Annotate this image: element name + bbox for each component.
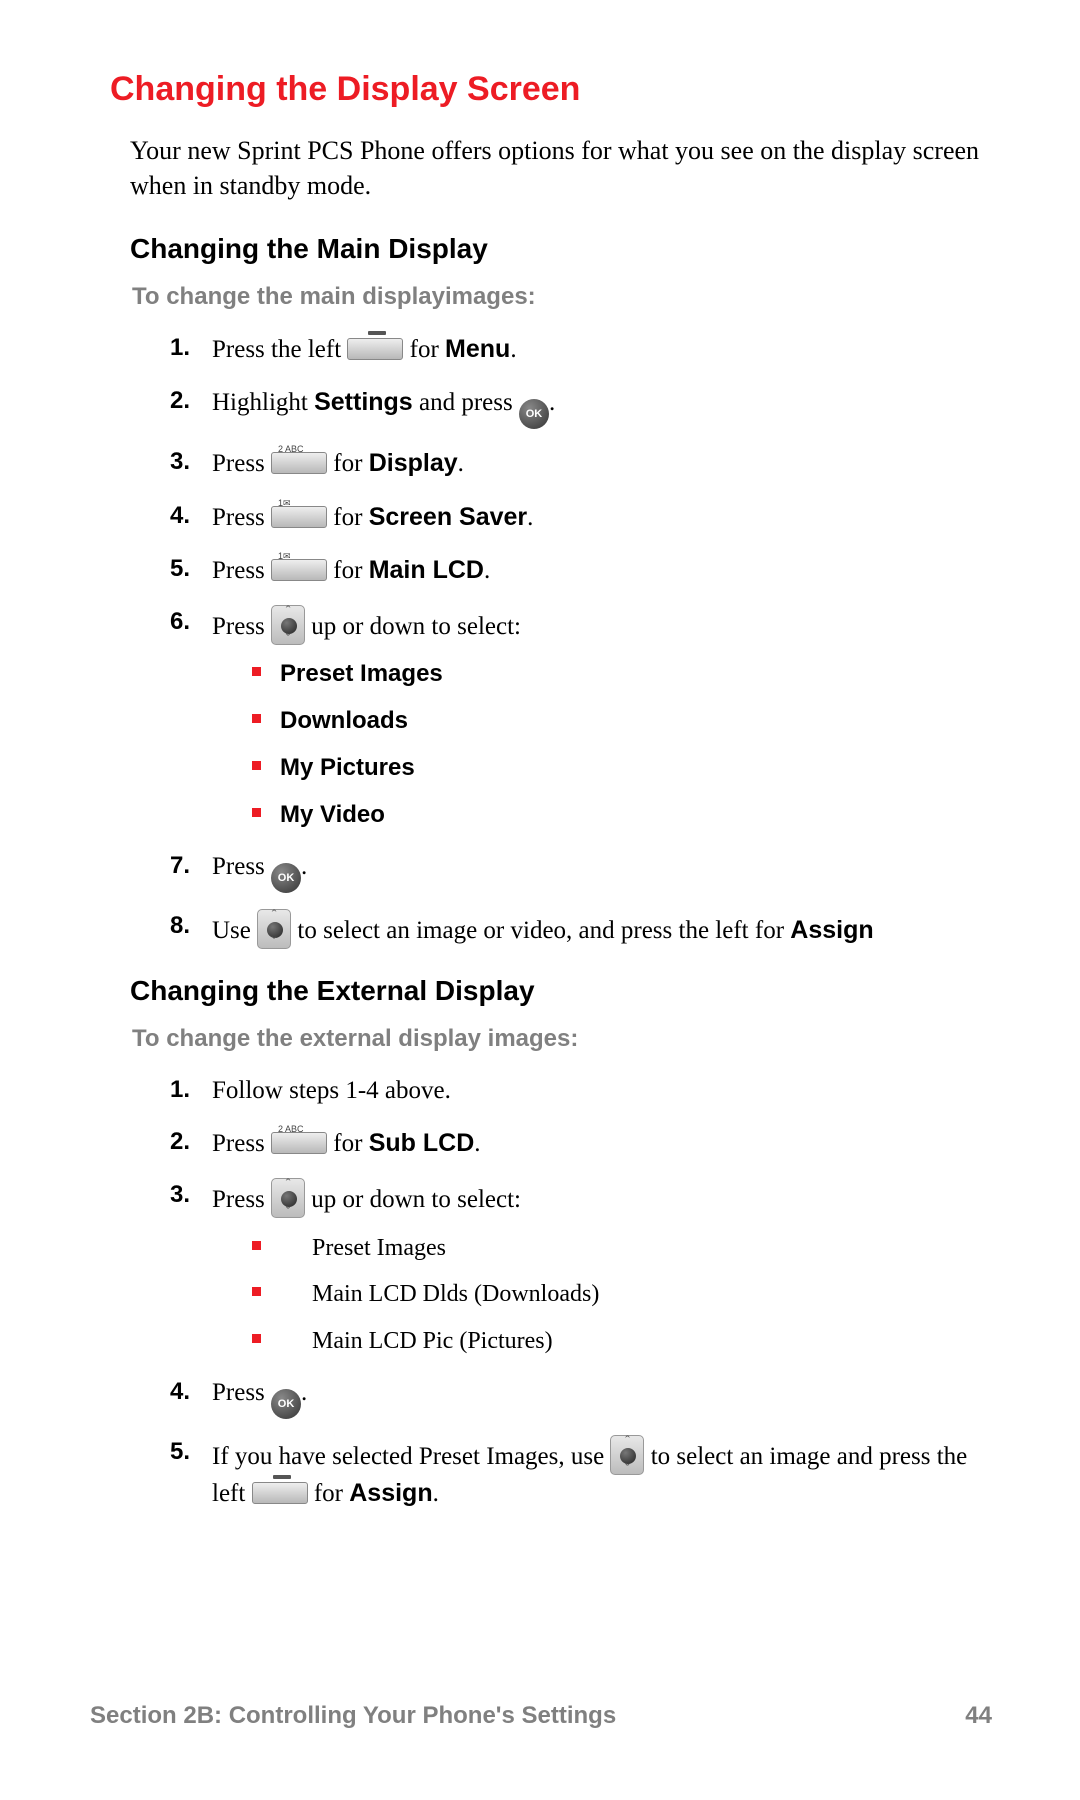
- step: Use ˇ to select an image or video, and p…: [170, 909, 980, 949]
- step: Follow steps 1-4 above.: [170, 1073, 980, 1109]
- ok-button-icon: OK: [271, 863, 301, 893]
- step-text: for: [308, 1480, 350, 1507]
- step: Press 1✉ for Screen Saver.: [170, 499, 980, 536]
- step-text: to select an image or video, and press t…: [291, 917, 790, 944]
- step: Highlight Settings and press OK.: [170, 384, 980, 429]
- step-text: for: [327, 450, 369, 477]
- intro-paragraph: Your new Sprint PCS Phone offers options…: [110, 133, 980, 203]
- step: If you have selected Preset Images, use …: [170, 1435, 980, 1513]
- step-text: for: [327, 504, 369, 531]
- key-1-icon: 1✉: [271, 559, 327, 581]
- softkey-left-icon: [347, 338, 403, 360]
- step-text: Press: [212, 450, 271, 477]
- step: Press 2 ABC for Sub LCD.: [170, 1125, 980, 1162]
- ok-button-icon: OK: [271, 1389, 301, 1419]
- step: Press 2 ABC for Display.: [170, 445, 980, 482]
- footer-page-number: 44: [965, 1702, 992, 1730]
- key-2-icon: 2 ABC: [271, 452, 327, 474]
- section-a-steps: Press the left for Menu. Highlight Setti…: [110, 331, 980, 949]
- step-text: Press: [212, 1186, 271, 1213]
- bullet-item: Main LCD Pic (Pictures): [252, 1324, 980, 1359]
- bold-term: Display: [369, 449, 458, 477]
- step: Press OK.: [170, 849, 980, 893]
- step: Press the left for Menu.: [170, 331, 980, 368]
- step-text: .: [301, 853, 307, 880]
- nav-pad-icon: ˇ: [257, 909, 291, 949]
- step-text: .: [484, 557, 490, 584]
- key-label: 1✉: [278, 497, 291, 510]
- page-footer: Section 2B: Controlling Your Phone's Set…: [90, 1702, 992, 1730]
- step-text: and press: [413, 389, 519, 416]
- bold-term: Main LCD: [369, 556, 484, 584]
- step: Press ˇ up or down to select: Preset Ima…: [170, 1178, 980, 1359]
- step: Press 1✉ for Main LCD.: [170, 552, 980, 589]
- step: Press OK.: [170, 1375, 980, 1419]
- step-text: .: [301, 1379, 307, 1406]
- step-text: Press: [212, 504, 271, 531]
- section-b-heading: Changing the External Display: [110, 975, 980, 1007]
- bold-term: Screen Saver: [369, 503, 527, 531]
- key-1-icon: 1✉: [271, 506, 327, 528]
- key-label: 2 ABC: [278, 1123, 304, 1136]
- step-text: .: [458, 450, 464, 477]
- bullet-item: Main LCD Dlds (Downloads): [252, 1277, 980, 1312]
- step-text: .: [433, 1480, 439, 1507]
- section-a-bullets: Preset Images Downloads My Pictures My V…: [212, 657, 980, 832]
- nav-pad-icon: ˇ: [610, 1435, 644, 1475]
- step-text: Press: [212, 1130, 271, 1157]
- step-text: for: [327, 557, 369, 584]
- step-text: for: [327, 1130, 369, 1157]
- bold-term: Sub LCD: [369, 1129, 475, 1157]
- key-2-icon: 2 ABC: [271, 1132, 327, 1154]
- key-label: 1✉: [278, 550, 291, 563]
- nav-pad-icon: ˇ: [271, 1178, 305, 1218]
- bullet-item: Preset Images: [252, 657, 980, 692]
- ok-button-icon: OK: [519, 399, 549, 429]
- step-text: up or down to select:: [305, 1186, 521, 1213]
- page-title: Changing the Display Screen: [110, 70, 980, 109]
- section-b-bullets: Preset Images Main LCD Dlds (Downloads) …: [212, 1231, 980, 1359]
- section-a-lead: To change the main displayimages:: [110, 283, 980, 311]
- step-text: If you have selected Preset Images, use: [212, 1443, 610, 1470]
- step-text: .: [527, 504, 533, 531]
- step-text: Press: [212, 853, 271, 880]
- step-text: for: [403, 336, 445, 363]
- bullet-item: Preset Images: [252, 1231, 980, 1266]
- section-b-lead: To change the external display images:: [110, 1025, 980, 1053]
- step-text: Press the left: [212, 336, 347, 363]
- step-text: Use: [212, 917, 257, 944]
- bullet-item: My Video: [252, 798, 980, 833]
- step-text: Highlight: [212, 389, 314, 416]
- section-b-steps: Follow steps 1-4 above. Press 2 ABC for …: [110, 1073, 980, 1513]
- section-a-heading: Changing the Main Display: [110, 233, 980, 265]
- softkey-left-icon: [252, 1482, 308, 1504]
- step-text: Press: [212, 557, 271, 584]
- bold-term: Menu: [445, 335, 510, 363]
- footer-section: Section 2B: Controlling Your Phone's Set…: [90, 1702, 616, 1730]
- bullet-item: Downloads: [252, 704, 980, 739]
- step-text: Press: [212, 613, 271, 640]
- bold-term: Settings: [314, 388, 413, 416]
- step-text: up or down to select:: [305, 613, 521, 640]
- nav-pad-icon: ˇ: [271, 605, 305, 645]
- bold-term: Assign: [790, 916, 873, 944]
- bold-term: Assign: [349, 1479, 432, 1507]
- key-label: 2 ABC: [278, 443, 304, 456]
- step-text: Press: [212, 1379, 271, 1406]
- bullet-item: My Pictures: [252, 751, 980, 786]
- step: Press ˇ up or down to select: Preset Ima…: [170, 605, 980, 832]
- step-text: .: [474, 1130, 480, 1157]
- step-text: .: [510, 336, 516, 363]
- step-text: .: [549, 389, 555, 416]
